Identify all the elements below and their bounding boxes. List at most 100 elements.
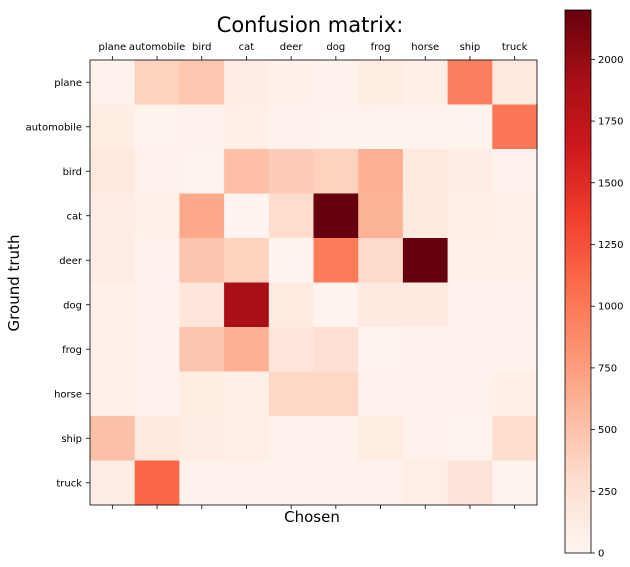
x-tick-label-frog: frog: [371, 42, 391, 53]
heatmap-cell-automobile-dog: [313, 104, 359, 150]
heatmap-cell-frog-frog: [358, 327, 404, 372]
heatmap-cell-automobile-automobile: [134, 104, 180, 150]
heatmap-cell-bird-ship: [447, 149, 493, 194]
y-axis-label: Ground truth: [5, 235, 23, 332]
heatmap-cell-frog-plane: [90, 327, 136, 372]
heatmap-cell-deer-automobile: [134, 238, 180, 283]
x-tick-label-plane: plane: [98, 42, 126, 53]
heatmap-cell-truck-dog: [313, 460, 359, 506]
heatmap-cell-horse-cat: [224, 371, 270, 417]
heatmap-cell-dog-dog: [313, 282, 359, 328]
colorbar-tick-label-2000: 2000: [598, 55, 623, 66]
heatmap-cell-ship-truck: [492, 416, 538, 461]
heatmap-cell-frog-deer: [268, 327, 314, 372]
heatmap-cell-ship-frog: [358, 416, 404, 461]
heatmap-cell-dog-ship: [447, 282, 493, 328]
colorbar-tick-label-750: 750: [598, 363, 617, 374]
heatmap-cell-cat-frog: [358, 193, 404, 239]
heatmap-cell-deer-frog: [358, 238, 404, 283]
chart-title: Confusion matrix:: [217, 13, 404, 37]
heatmap-cell-dog-bird: [179, 282, 225, 328]
heatmap-cell-dog-plane: [90, 282, 136, 328]
heatmap-cell-deer-truck: [492, 238, 538, 283]
heatmap-cell-bird-truck: [492, 149, 538, 194]
x-tick-label-horse: horse: [411, 42, 439, 53]
heatmap-cell-deer-cat: [224, 238, 270, 283]
y-tick-label-cat: cat: [66, 211, 82, 222]
colorbar-tick-label-1500: 1500: [598, 178, 623, 189]
heatmap-cell-plane-dog: [313, 60, 359, 105]
heatmap-cell-frog-horse: [402, 327, 448, 372]
heatmap-cell-truck-deer: [268, 460, 314, 506]
heatmap-cell-automobile-cat: [224, 104, 270, 150]
x-axis-label: Chosen: [284, 508, 340, 526]
x-tick-label-cat: cat: [239, 42, 255, 53]
y-tick-label-horse: horse: [54, 389, 82, 400]
heatmap-cell-truck-horse: [402, 460, 448, 506]
heatmap-cell-frog-truck: [492, 327, 538, 372]
heatmap-cell-automobile-ship: [447, 104, 493, 150]
heatmap-cell-bird-bird: [179, 149, 225, 194]
heatmap-cell-dog-truck: [492, 282, 538, 328]
x-tick-label-truck: truck: [502, 42, 528, 53]
heatmap-cell-bird-automobile: [134, 149, 180, 194]
heatmap-cell-horse-bird: [179, 371, 225, 417]
heatmap-cell-dog-cat: [224, 282, 270, 328]
heatmap-cell-cat-truck: [492, 193, 538, 239]
heatmap-cell-plane-deer: [268, 60, 314, 105]
heatmap-cell-dog-horse: [402, 282, 448, 328]
heatmap-cell-horse-deer: [268, 371, 314, 417]
y-tick-label-dog: dog: [63, 300, 82, 311]
y-tick-label-plane: plane: [54, 78, 82, 89]
heatmap-cell-horse-automobile: [134, 371, 180, 417]
y-tick-label-bird: bird: [63, 167, 82, 178]
heatmap-cell-cat-deer: [268, 193, 314, 239]
heatmap-cell-cat-ship: [447, 193, 493, 239]
heatmap-cell-truck-bird: [179, 460, 225, 506]
heatmap-cell-deer-plane: [90, 238, 136, 283]
y-tick-label-automobile: automobile: [26, 122, 82, 133]
heatmap-cell-cat-horse: [402, 193, 448, 239]
heatmap-cell-bird-dog: [313, 149, 359, 194]
colorbar-tick-labels: 0 250 500 750 1000 1250 1500 1750 2000: [591, 55, 623, 560]
heatmap-cell-deer-horse: [402, 238, 448, 283]
y-tick-label-frog: frog: [62, 345, 82, 356]
heatmap-cell-automobile-deer: [268, 104, 314, 150]
heatmap-cell-automobile-truck: [492, 104, 538, 150]
heatmap-cell-bird-deer: [268, 149, 314, 194]
heatmap-cells: [90, 60, 538, 506]
y-tick-label-ship: ship: [61, 434, 82, 445]
heatmap-cell-bird-cat: [224, 149, 270, 194]
heatmap-cell-cat-plane: [90, 193, 136, 239]
heatmap-cell-ship-bird: [179, 416, 225, 461]
heatmap-cell-automobile-bird: [179, 104, 225, 150]
heatmap-cell-plane-plane: [90, 60, 136, 105]
x-tick-label-deer: deer: [280, 42, 304, 53]
heatmap-cell-frog-ship: [447, 327, 493, 372]
heatmap-cell-ship-dog: [313, 416, 359, 461]
heatmap-cell-automobile-frog: [358, 104, 404, 150]
heatmap-cell-plane-ship: [447, 60, 493, 105]
heatmap-cell-frog-bird: [179, 327, 225, 372]
heatmap-cell-horse-dog: [313, 371, 359, 417]
heatmap-cell-ship-horse: [402, 416, 448, 461]
plot-frame: [89, 59, 538, 506]
heatmap-cell-horse-truck: [492, 371, 538, 417]
heatmap-cell-frog-dog: [313, 327, 359, 372]
heatmap-cell-cat-bird: [179, 193, 225, 239]
heatmap-cell-ship-ship: [447, 416, 493, 461]
colorbar-tick-label-250: 250: [598, 487, 617, 498]
x-tick-label-bird: bird: [192, 42, 211, 53]
heatmap-cell-automobile-horse: [402, 104, 448, 150]
heatmap-cell-deer-dog: [313, 238, 359, 283]
heatmap-cell-horse-ship: [447, 371, 493, 417]
heatmap-cell-plane-frog: [358, 60, 404, 105]
heatmap-cell-cat-cat: [224, 193, 270, 239]
x-tick-label-dog: dog: [326, 42, 345, 53]
heatmap-cell-ship-deer: [268, 416, 314, 461]
heatmap-cell-truck-plane: [90, 460, 136, 506]
heatmap-cell-horse-frog: [358, 371, 404, 417]
colorbar-tick-label-500: 500: [598, 425, 617, 436]
x-tick-label-ship: ship: [460, 42, 481, 53]
